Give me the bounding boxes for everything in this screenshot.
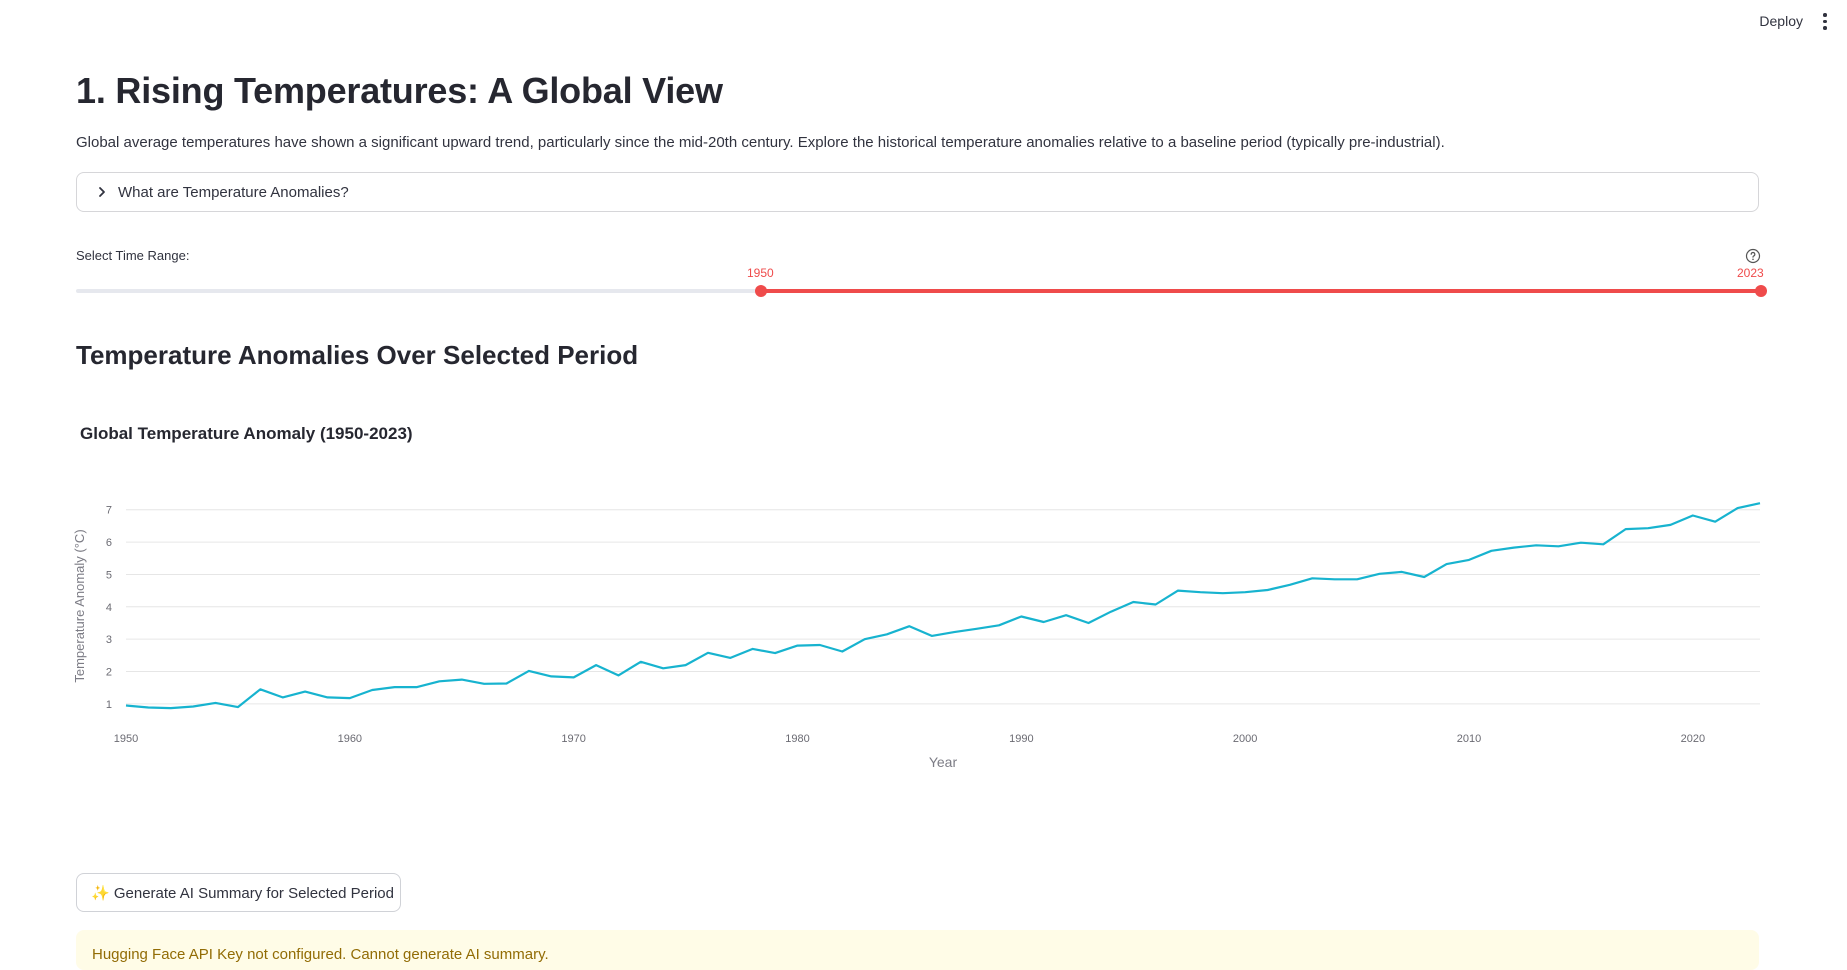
section-title: Temperature Anomalies Over Selected Peri…	[76, 340, 639, 370]
x-tick-label: 1980	[785, 733, 809, 745]
x-tick-label: 1960	[338, 733, 362, 745]
chevron-right-icon	[99, 187, 105, 197]
x-tick-label: 2020	[1681, 733, 1705, 745]
y-tick-label: 6	[106, 537, 112, 549]
x-tick-label: 1970	[561, 733, 585, 745]
slider-high-value: 2023	[1737, 266, 1764, 280]
deploy-button[interactable]: Deploy	[1759, 13, 1803, 29]
intro-text: Global average temperatures have shown a…	[76, 134, 1445, 151]
main-menu-icon[interactable]	[1817, 10, 1833, 32]
slider-selected-range	[761, 289, 1761, 293]
top-toolbar: Deploy	[0, 0, 1847, 40]
x-tick-label: 1950	[114, 733, 138, 745]
slider-low-handle[interactable]	[755, 285, 767, 297]
api-key-warning: Hugging Face API Key not configured. Can…	[76, 930, 1759, 970]
page-title: 1. Rising Temperatures: A Global View	[76, 70, 723, 111]
warning-text: Hugging Face API Key not configured. Can…	[92, 946, 549, 963]
x-tick-label: 1990	[1009, 733, 1033, 745]
slider-low-value: 1950	[747, 266, 774, 280]
y-tick-label: 5	[106, 569, 112, 581]
chart-title: Global Temperature Anomaly (1950-2023)	[80, 424, 413, 443]
temperature-anomaly-chart: 1 2 3 4 5 6 7 1950 1960 1970 1980 1990 2000 2010 2020 Y…	[72, 502, 1761, 770]
x-tick-label: 2000	[1233, 733, 1257, 745]
y-tick-label: 4	[106, 602, 112, 614]
help-icon[interactable]	[1745, 248, 1761, 264]
y-tick-label: 2	[106, 667, 112, 679]
time-range-label: Select Time Range:	[76, 248, 190, 263]
generate-ai-summary-button[interactable]: ✨ Generate AI Summary for Selected Perio…	[76, 873, 401, 912]
x-tick-label: 2010	[1457, 733, 1481, 745]
x-axis-label: Year	[929, 754, 958, 770]
y-tick-label: 7	[106, 505, 112, 517]
temperature-anomaly-line	[125, 502, 1761, 710]
slider-high-handle[interactable]	[1755, 285, 1767, 297]
y-tick-label: 3	[106, 634, 112, 646]
expander-label: What are Temperature Anomalies?	[118, 184, 349, 201]
y-axis-label: Temperature Anomaly (°C)	[72, 529, 87, 682]
temperature-anomalies-expander[interactable]: What are Temperature Anomalies?	[76, 172, 1759, 212]
y-tick-label: 1	[106, 699, 112, 711]
